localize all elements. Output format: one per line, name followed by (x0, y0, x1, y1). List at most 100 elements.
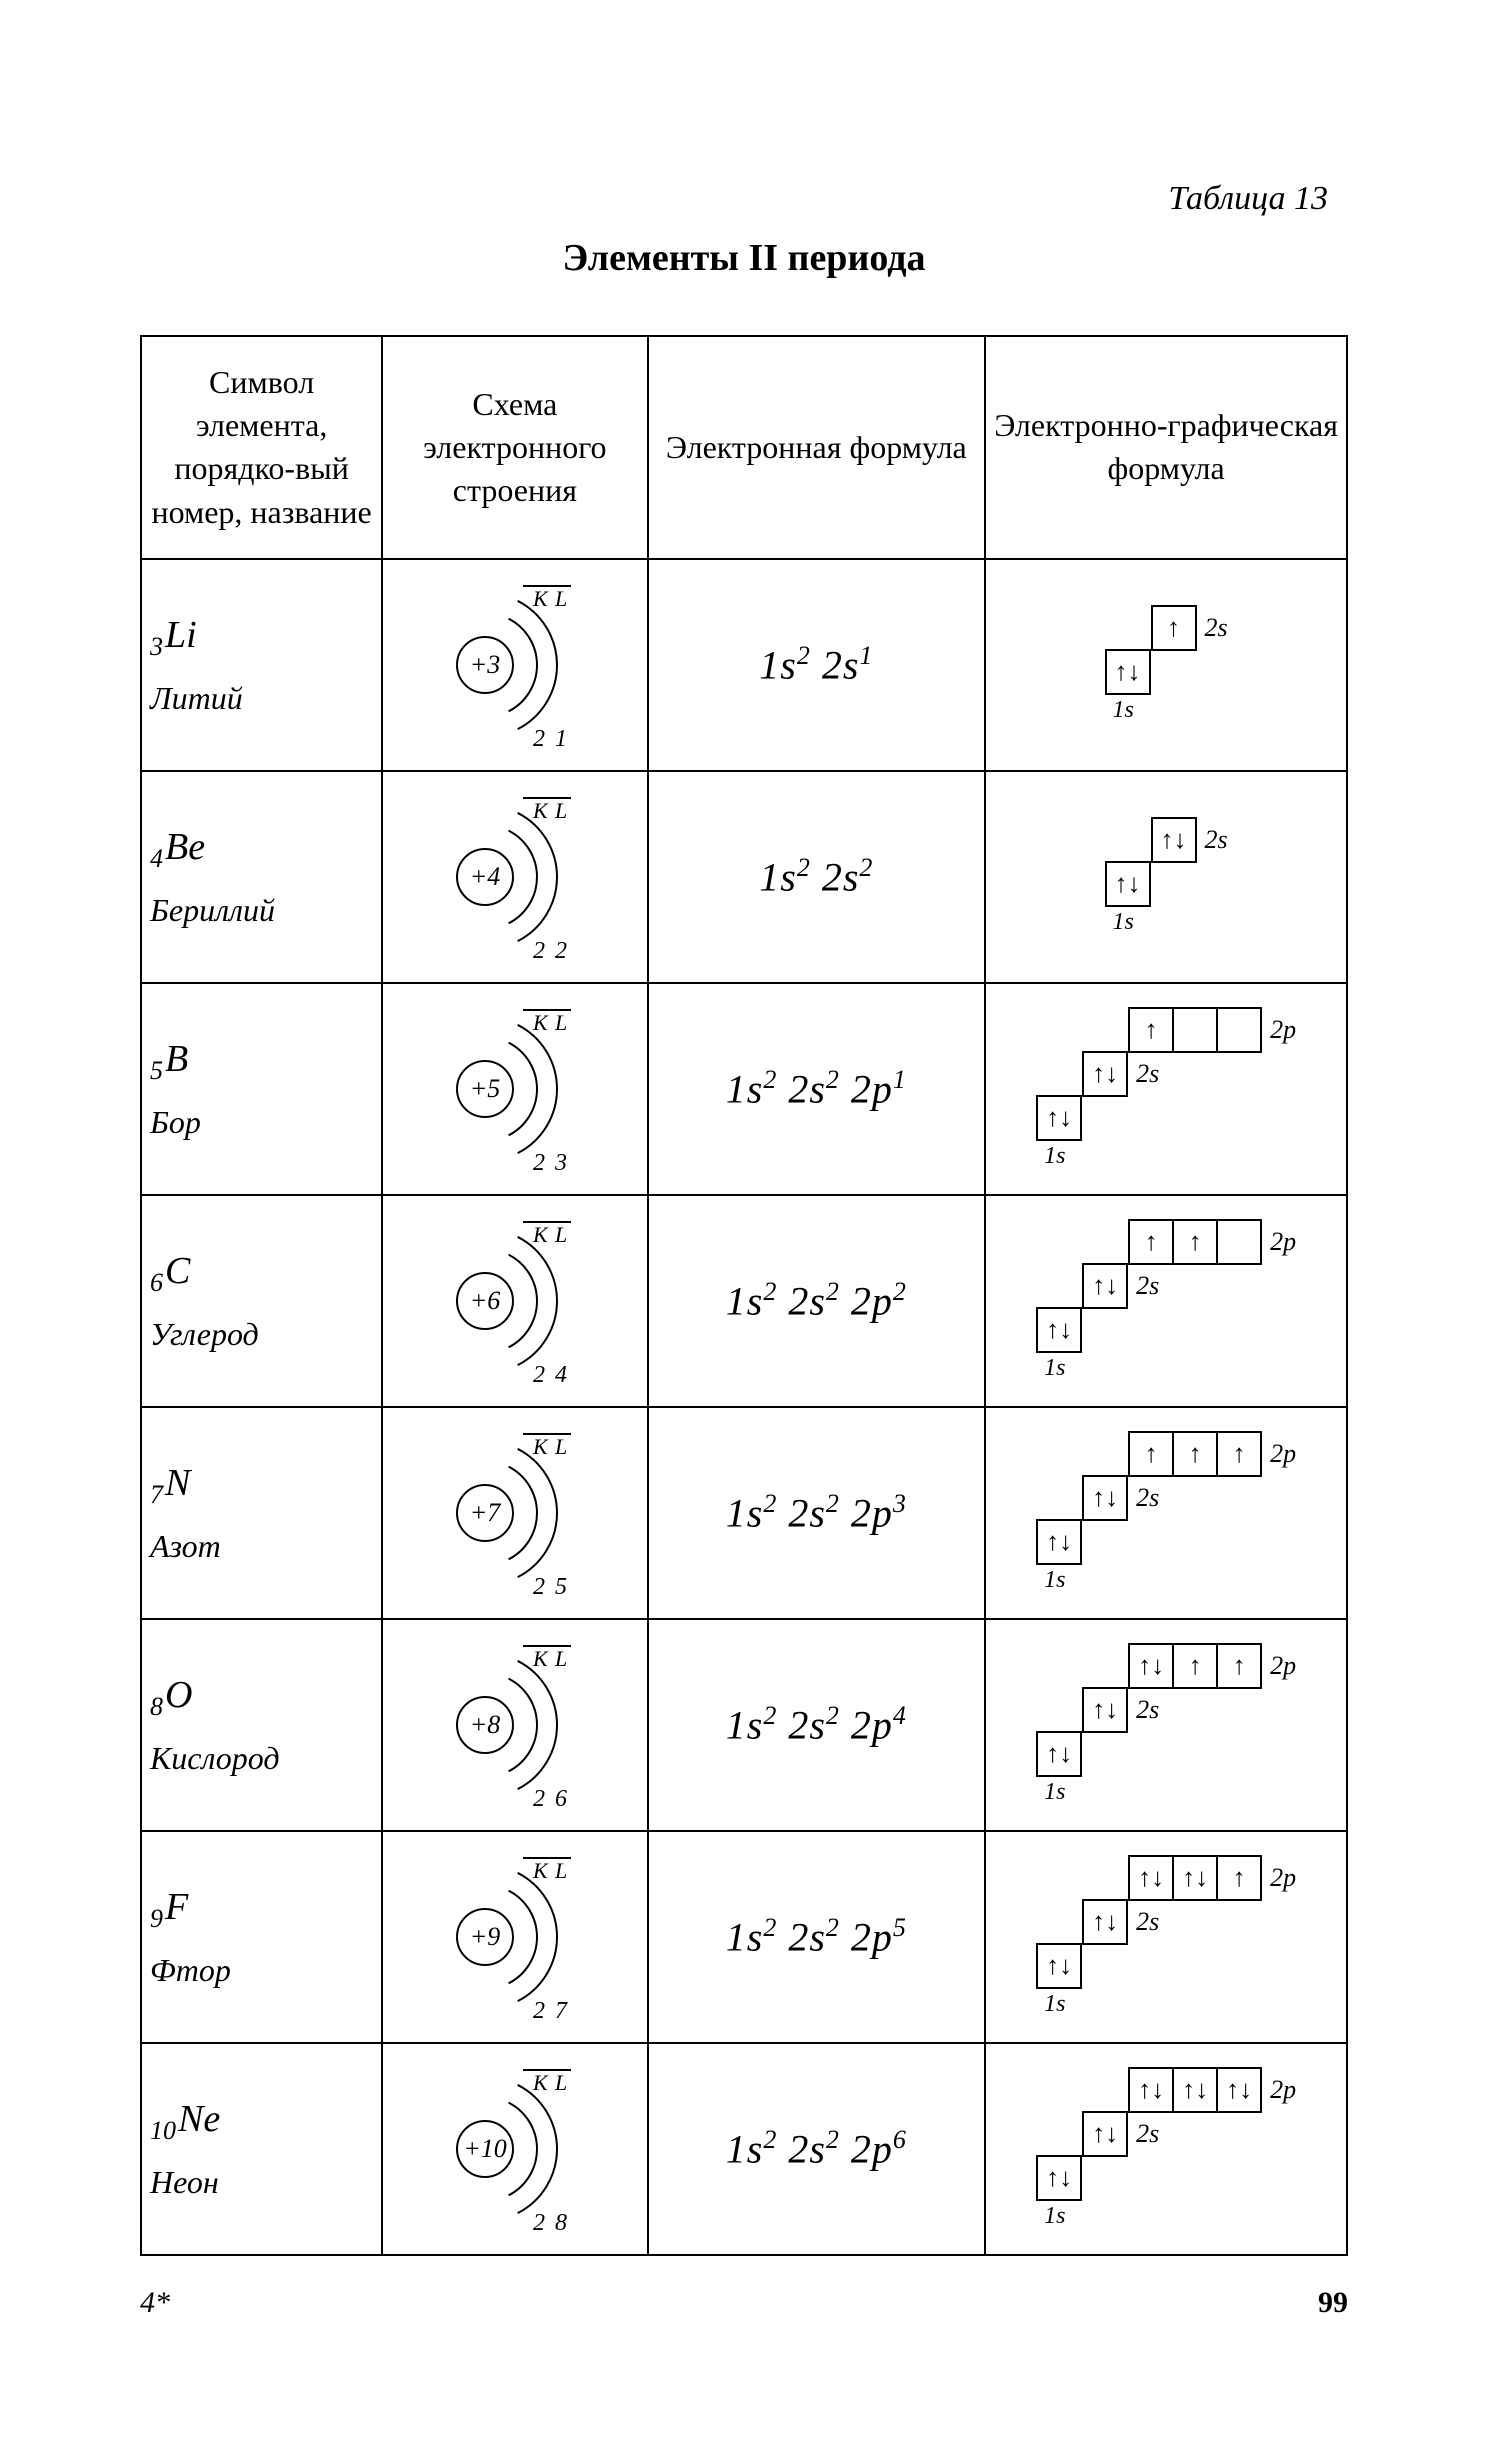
orbital-box: ↑↓ (1036, 2155, 1082, 2201)
svg-text:2: 2 (533, 726, 545, 752)
orbital-row: ↑↓ (1036, 1943, 1296, 1989)
svg-text:K: K (532, 1646, 549, 1671)
orbital-box: ↑↓ (1105, 649, 1151, 695)
electron-formula-cell: 1s2 2s2 2p5 (648, 1831, 986, 2043)
svg-text:+3: +3 (470, 650, 501, 679)
table-row: 3LiЛитий+3KL211s2 2s1↑2s↑↓1s (141, 559, 1347, 771)
orbital-row: ↑↓ (1105, 861, 1228, 907)
electron-formula-cell: 1s2 2s2 2p4 (648, 1619, 986, 1831)
element-name: Литий (150, 674, 373, 722)
atomic-number: 4 (150, 844, 163, 873)
svg-text:1: 1 (555, 726, 567, 752)
orbital-box: ↑↓ (1036, 1519, 1082, 1565)
shell-diagram: +5KL23 (415, 994, 615, 1184)
orbital-box: ↑↓ (1082, 1263, 1128, 1309)
shell-diagram: +3 KL 21 (415, 570, 615, 760)
footer-signature: 4* (140, 2286, 170, 2320)
orbital-diagram-cell: ↑↑↑2p↑↓2s↑↓1s (985, 1407, 1347, 1619)
orbital-row: ↑↓ (1036, 2155, 1296, 2201)
orbital-box: ↑ (1172, 1219, 1218, 1265)
page-title: Элементы II периода (140, 236, 1348, 280)
svg-text:K: K (532, 586, 549, 611)
orbital-boxes: ↑↓↑↑ (1128, 1643, 1262, 1689)
element-symbol: Li (165, 614, 197, 656)
orbital-box: ↑↓ (1128, 2067, 1174, 2113)
orbital-label: 2s (1136, 1695, 1159, 1725)
electron-formula-cell: 1s2 2s2 2p1 (648, 983, 986, 1195)
svg-text:+4: +4 (470, 862, 501, 891)
orbital-box: ↑↓ (1082, 2111, 1128, 2157)
orbital-boxes: ↑↓↑↓↑↓ (1128, 2067, 1262, 2113)
svg-text:K: K (532, 2070, 549, 2095)
shell-scheme-cell: +4KL22 (382, 771, 647, 983)
orbital-row: ↑↓ (1036, 1731, 1296, 1777)
orbital-row: ↑↓ 2s (1082, 1687, 1296, 1733)
svg-text:K: K (532, 1010, 549, 1035)
orbital-label: 2p (1270, 1015, 1296, 1045)
svg-text:L: L (554, 586, 567, 611)
shell-diagram: +8KL26 (415, 1630, 615, 1820)
orbital-label: 2p (1270, 1439, 1296, 1469)
element-name: Бор (150, 1098, 373, 1146)
electron-formula-cell: 1s2 2s2 (648, 771, 986, 983)
orbital-row: ↑↓↑↓↑2p (1128, 1855, 1296, 1901)
table-row: 4BeБериллий+4KL221s2 2s2↑↓2s↑↓1s (141, 771, 1347, 983)
svg-text:2: 2 (555, 938, 567, 964)
orbital-label: 1s (1044, 1355, 1296, 1382)
orbital-diagram-cell: ↑2p↑↓2s↑↓1s (985, 983, 1347, 1195)
element-name: Бериллий (150, 886, 373, 934)
element-name: Фтор (150, 1946, 373, 1994)
element-symbol: N (165, 1462, 190, 1504)
orbital-box: ↑↓ (1036, 1307, 1082, 1353)
orbital-diagram: ↑↓2s↑↓1s (1105, 817, 1228, 936)
orbital-boxes: ↑↓ (1105, 649, 1151, 695)
shell-diagram: +7KL25 (415, 1418, 615, 1608)
orbital-box: ↑ (1151, 605, 1197, 651)
orbital-boxes: ↑↓ (1151, 817, 1197, 863)
orbital-boxes: ↑↓↑↓↑ (1128, 1855, 1262, 1901)
orbital-label: 2s (1136, 1483, 1159, 1513)
orbital-box: ↑↓ (1216, 2067, 1262, 2113)
element-symbol: Ne (178, 2098, 220, 2140)
orbital-diagram: ↑↓↑↓↑2p↑↓2s↑↓1s (1036, 1855, 1296, 2018)
col-header-symbol: Символ элемента, порядко-вый номер, назв… (141, 336, 382, 559)
svg-text:L: L (554, 1434, 567, 1459)
svg-text:6: 6 (555, 1786, 567, 1812)
shell-diagram: +6KL24 (415, 1206, 615, 1396)
svg-text:+8: +8 (470, 1710, 501, 1739)
atomic-number: 8 (150, 1692, 163, 1721)
svg-text:2: 2 (533, 1574, 545, 1600)
element-symbol: B (165, 1038, 188, 1080)
shell-scheme-cell: +3 KL 21 (382, 559, 647, 771)
orbital-box: ↑ (1216, 1855, 1262, 1901)
orbital-label: 1s (1113, 697, 1228, 724)
electron-formula-cell: 1s2 2s2 2p2 (648, 1195, 986, 1407)
orbital-box (1172, 1007, 1218, 1053)
shell-scheme-cell: +8KL26 (382, 1619, 647, 1831)
element-name: Неон (150, 2158, 373, 2206)
orbital-box: ↑↓ (1082, 1899, 1128, 1945)
orbital-label: 2s (1136, 1059, 1159, 1089)
shell-scheme-cell: +9KL27 (382, 1831, 647, 2043)
orbital-label: 2p (1270, 1227, 1296, 1257)
shell-scheme-cell: +7KL25 (382, 1407, 647, 1619)
orbital-boxes: ↑↓ (1082, 1475, 1128, 1521)
table-row: 6CУглерод+6KL241s2 2s2 2p2↑↑2p↑↓2s↑↓1s (141, 1195, 1347, 1407)
orbital-label: 1s (1044, 1567, 1296, 1594)
element-symbol-cell: 9FФтор (141, 1831, 382, 2043)
col-header-scheme: Схема электронного строения (382, 336, 647, 559)
orbital-boxes: ↑↓ (1036, 1731, 1082, 1777)
atomic-number: 5 (150, 1056, 163, 1085)
element-name: Углерод (150, 1310, 373, 1358)
orbital-box: ↑↓ (1082, 1687, 1128, 1733)
orbital-box: ↑↓ (1172, 1855, 1218, 1901)
orbital-diagram-cell: ↑2s↑↓1s (985, 559, 1347, 771)
orbital-diagram: ↑↑2p↑↓2s↑↓1s (1036, 1219, 1296, 1382)
orbital-label: 1s (1044, 1143, 1296, 1170)
orbital-box: ↑↓ (1105, 861, 1151, 907)
orbital-boxes: ↑↓ (1105, 861, 1151, 907)
shell-scheme-cell: +6KL24 (382, 1195, 647, 1407)
svg-text:K: K (532, 798, 549, 823)
svg-text:+5: +5 (470, 1074, 501, 1103)
table-row: 7NАзот+7KL251s2 2s2 2p3↑↑↑2p↑↓2s↑↓1s (141, 1407, 1347, 1619)
